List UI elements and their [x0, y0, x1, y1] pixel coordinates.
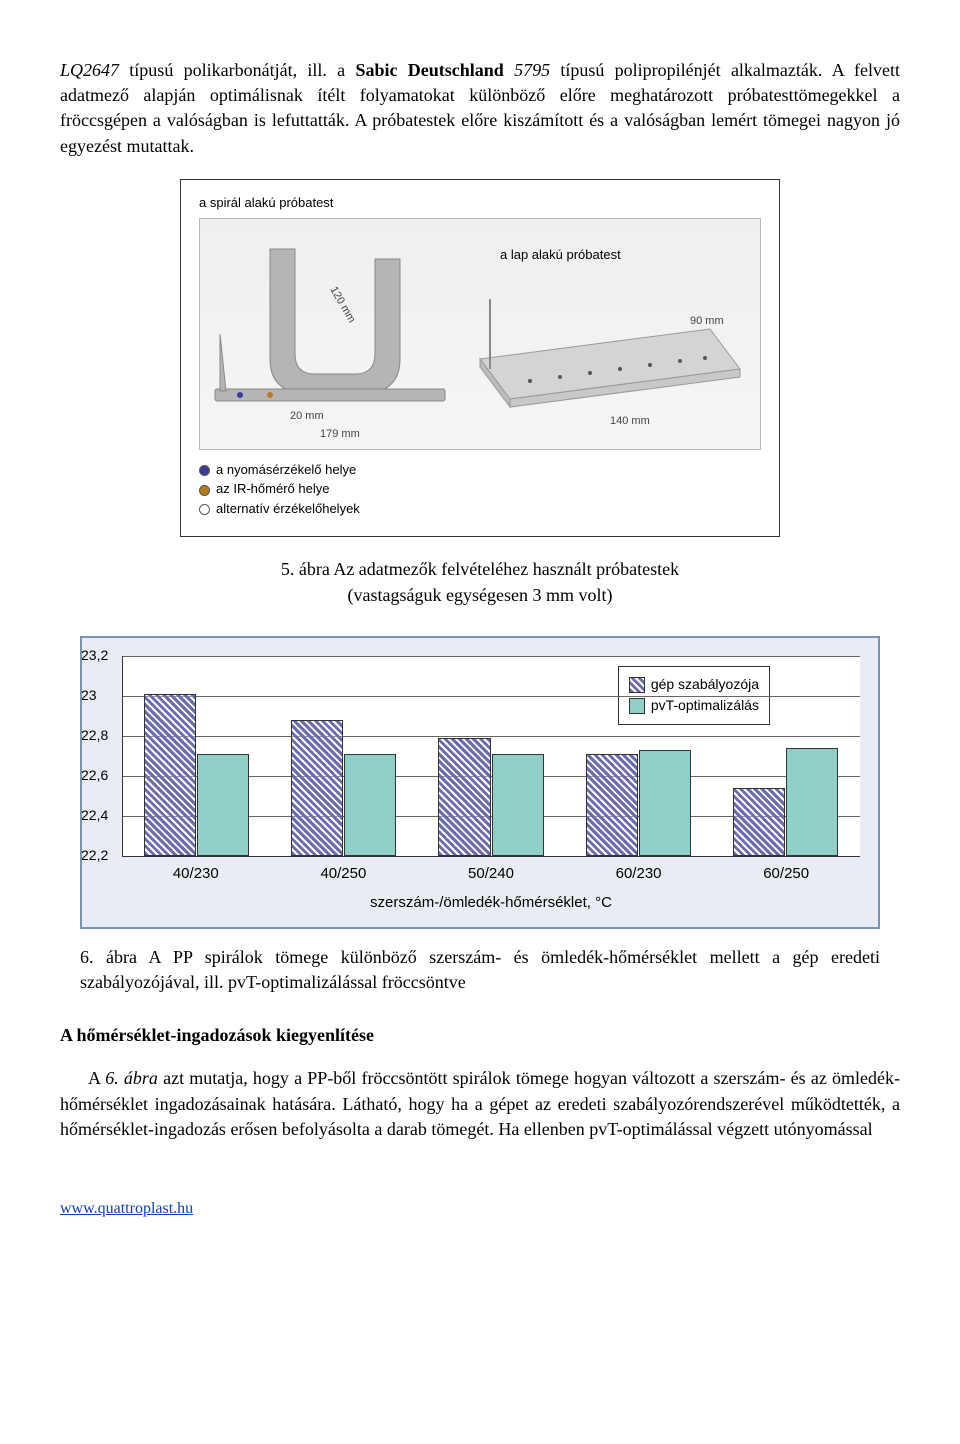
bar-series-a — [291, 720, 343, 856]
xtick-label: 50/240 — [417, 863, 565, 884]
model-code-2: 5795 — [514, 60, 550, 80]
spiral-probatest-label: a spirál alakú próbatest — [199, 194, 761, 212]
xtick-label: 40/230 — [122, 863, 270, 884]
ytick-label: 23,2 — [81, 646, 108, 666]
bar-group — [713, 656, 860, 856]
bar-series-a — [733, 788, 785, 856]
dim-140: 140 mm — [610, 415, 650, 427]
bar-series-b — [344, 754, 396, 856]
model-code-1: LQ2647 — [60, 60, 119, 80]
dim-90: 90 mm — [690, 315, 724, 327]
bar-series-a — [144, 694, 196, 856]
ytick-label: 22,2 — [81, 846, 108, 866]
figure-5-legend: a nyomásérzékelő helye az IR-hőmérő hely… — [199, 460, 761, 519]
xtick-label: 60/250 — [712, 863, 860, 884]
bar-series-b — [492, 754, 544, 856]
chart-plot-area: gép szabályozója pvT-optimalizálás 22,22… — [122, 656, 860, 857]
ytick-label: 22,6 — [81, 766, 108, 786]
bar-group — [565, 656, 712, 856]
figure-5-caption: 5. ábra Az adatmezők felvételéhez haszná… — [60, 557, 900, 607]
bar-group — [418, 656, 565, 856]
footer-link[interactable]: www.quattroplast.hu — [60, 1198, 193, 1220]
legend-row-1: a nyomásérzékelő helye — [199, 460, 761, 480]
ytick-label: 22,8 — [81, 726, 108, 746]
bar-groups — [123, 656, 860, 856]
probatest-illustration: 120 mm 20 mm 179 mm 90 mm 140 mm a lap a… — [200, 219, 760, 449]
figure-5-box: a spirál alakú próbatest 120 mm 20 mm 17… — [180, 179, 780, 538]
company-name: Sabic Deutschland — [355, 60, 503, 80]
xtick-label: 40/250 — [270, 863, 418, 884]
xtick-label: 60/230 — [565, 863, 713, 884]
ytick-label: 22,4 — [81, 806, 108, 826]
chart-container: spirál tömege, g gép szabályozója pvT-op… — [80, 636, 880, 929]
dim-120: 120 mm — [327, 284, 357, 324]
bar-group — [123, 656, 270, 856]
body-paragraph-2: A 6. ábra azt mutatja, hogy a PP-ből frö… — [60, 1066, 900, 1142]
legend-row-2: az IR-hőmérő helye — [199, 479, 761, 499]
section-title: A hőmérséklet-ingadozások kiegyenlítése — [60, 1023, 900, 1048]
fig-ref-6: 6. ábra — [105, 1068, 158, 1088]
figure-6-caption: 6. ábra A PP spirálok tömege különböző s… — [80, 945, 880, 995]
bar-series-a — [438, 738, 490, 856]
intro-paragraph: LQ2647 típusú polikarbonátját, ill. a Sa… — [60, 58, 900, 159]
bar-series-b — [197, 754, 249, 856]
bar-series-a — [586, 754, 638, 856]
chart-xlabel-title: szerszám-/ömledék-hőmérséklet, °C — [122, 892, 860, 913]
bar-group — [270, 656, 417, 856]
dot-ir — [199, 485, 210, 496]
legend-row-3: alternatív érzékelőhelyek — [199, 499, 761, 519]
ytick-label: 23 — [81, 686, 97, 706]
chart-xlabels: 40/23040/25050/24060/23060/250 — [122, 863, 860, 884]
bar-series-b — [786, 748, 838, 856]
dot-pressure — [199, 465, 210, 476]
dim-179: 179 mm — [320, 428, 360, 440]
dim-20: 20 mm — [290, 410, 324, 422]
bar-series-b — [639, 750, 691, 856]
dot-alt — [199, 504, 210, 515]
lap-probatest-label-svg: a lap alakú próbatest — [500, 247, 621, 262]
figure-5-photo: 120 mm 20 mm 179 mm 90 mm 140 mm a lap a… — [199, 218, 761, 450]
